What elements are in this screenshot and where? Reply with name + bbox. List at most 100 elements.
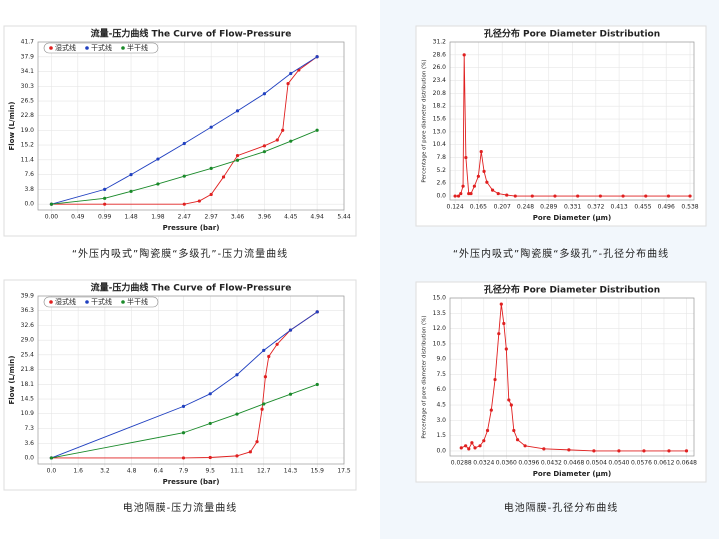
data-point	[255, 440, 259, 444]
data-point	[209, 192, 213, 197]
data-point	[262, 402, 266, 406]
y-tick-label: 28.6	[433, 51, 447, 58]
data-point	[598, 194, 602, 198]
data-point	[288, 392, 293, 396]
y-axis-label: Percentage of pore diameter distribution…	[422, 315, 428, 438]
data-point	[499, 302, 503, 306]
data-point	[286, 82, 290, 86]
data-point	[288, 328, 293, 332]
data-point	[482, 169, 486, 173]
x-axis-label: Pressure (bar)	[163, 478, 220, 486]
data-point	[479, 150, 483, 154]
data-point	[182, 174, 186, 178]
x-axis-label: Pressure (bar)	[163, 224, 220, 232]
data-point	[103, 196, 107, 200]
x-tick-label: 0.496	[658, 204, 675, 211]
x-tick-label: 0.0648	[676, 460, 697, 467]
data-point	[181, 456, 186, 460]
x-tick-label: 0.207	[494, 204, 511, 211]
y-tick-label: 34.1	[21, 68, 35, 75]
data-point	[512, 428, 516, 433]
data-point	[485, 428, 490, 433]
x-tick-label: 1.98	[151, 214, 165, 221]
y-tick-label: 37.9	[21, 53, 35, 60]
x-tick-label: 0.331	[564, 204, 581, 211]
chart-title: 孔径分布 Pore Diameter Distribution	[484, 284, 660, 296]
legend-label: 干式线	[91, 43, 112, 52]
x-axis-label: Pore Diameter (μm)	[533, 470, 611, 478]
x-tick-label: 0.413	[611, 204, 628, 211]
data-point	[617, 449, 621, 453]
y-tick-label: 11.4	[21, 156, 35, 163]
y-tick-label: 10.4	[433, 141, 447, 148]
data-point	[509, 403, 513, 407]
data-point	[469, 191, 473, 196]
x-tick-label: 3.46	[231, 214, 245, 221]
legend-label: 半干线	[127, 43, 148, 52]
y-tick-label: 1.5	[436, 432, 446, 439]
legend-box	[43, 42, 159, 54]
y-tick-label: 3.8	[24, 186, 34, 193]
x-tick-label: 0.0576	[631, 460, 652, 467]
y-tick-label: 4.5	[436, 402, 446, 409]
y-tick-label: 6.0	[436, 386, 446, 393]
data-point	[476, 174, 480, 178]
y-tick-label: 19.0	[21, 127, 35, 134]
data-point	[464, 155, 468, 160]
x-tick-label: 4.8	[127, 468, 137, 475]
legend-label: 湿式线	[55, 43, 76, 52]
data-point	[467, 191, 471, 196]
data-point	[267, 354, 271, 359]
data-point	[262, 348, 266, 352]
data-point	[248, 450, 252, 454]
data-point	[470, 441, 474, 445]
x-tick-label: 0.49	[71, 214, 85, 221]
x-tick-label: 0.0540	[608, 460, 629, 467]
data-point	[275, 138, 279, 142]
legend-label: 干式线	[91, 297, 112, 306]
legend-marker	[49, 46, 53, 50]
data-point	[688, 194, 692, 198]
plot-frame	[449, 41, 695, 201]
y-tick-label: 9.0	[436, 356, 446, 363]
x-tick-label: 0.455	[634, 204, 651, 211]
data-point	[485, 180, 489, 184]
y-tick-label: 7.6	[24, 171, 34, 178]
y-tick-label: 7.5	[436, 371, 446, 378]
data-point	[262, 92, 267, 96]
y-tick-label: 5.2	[436, 167, 446, 174]
x-tick-label: 0.0432	[541, 460, 562, 467]
x-tick-label: 7.9	[179, 468, 189, 475]
data-point	[221, 175, 226, 179]
y-tick-label: 12.0	[433, 325, 447, 332]
x-tick-label: 11.1	[230, 468, 244, 475]
data-point	[576, 194, 580, 198]
x-tick-label: 0.0	[47, 468, 57, 475]
data-point	[644, 194, 648, 198]
x-tick-label: 0.372	[587, 204, 604, 211]
y-tick-label: 13.5	[433, 310, 447, 317]
data-point	[502, 321, 506, 326]
data-point	[592, 449, 596, 453]
data-point	[208, 455, 212, 460]
data-point	[103, 187, 107, 191]
x-axis-label: Pore Diameter (μm)	[533, 214, 611, 222]
data-point	[505, 193, 509, 197]
data-point	[209, 125, 213, 129]
data-point	[473, 446, 477, 450]
data-point	[129, 173, 133, 177]
y-tick-label: 22.8	[21, 112, 35, 119]
data-point	[209, 166, 213, 170]
chart-title: 孔径分布 Pore Diameter Distribution	[484, 28, 660, 40]
data-point	[235, 158, 240, 162]
y-tick-label: 10.9	[21, 410, 35, 417]
plot-frame	[37, 295, 345, 465]
x-tick-label: 17.5	[337, 468, 351, 475]
x-tick-label: 5.44	[337, 214, 351, 221]
series-line	[51, 311, 318, 459]
data-point	[621, 194, 625, 198]
data-point	[482, 439, 486, 443]
y-tick-label: 14.5	[21, 396, 35, 403]
data-point	[567, 448, 571, 452]
data-point	[666, 194, 671, 198]
